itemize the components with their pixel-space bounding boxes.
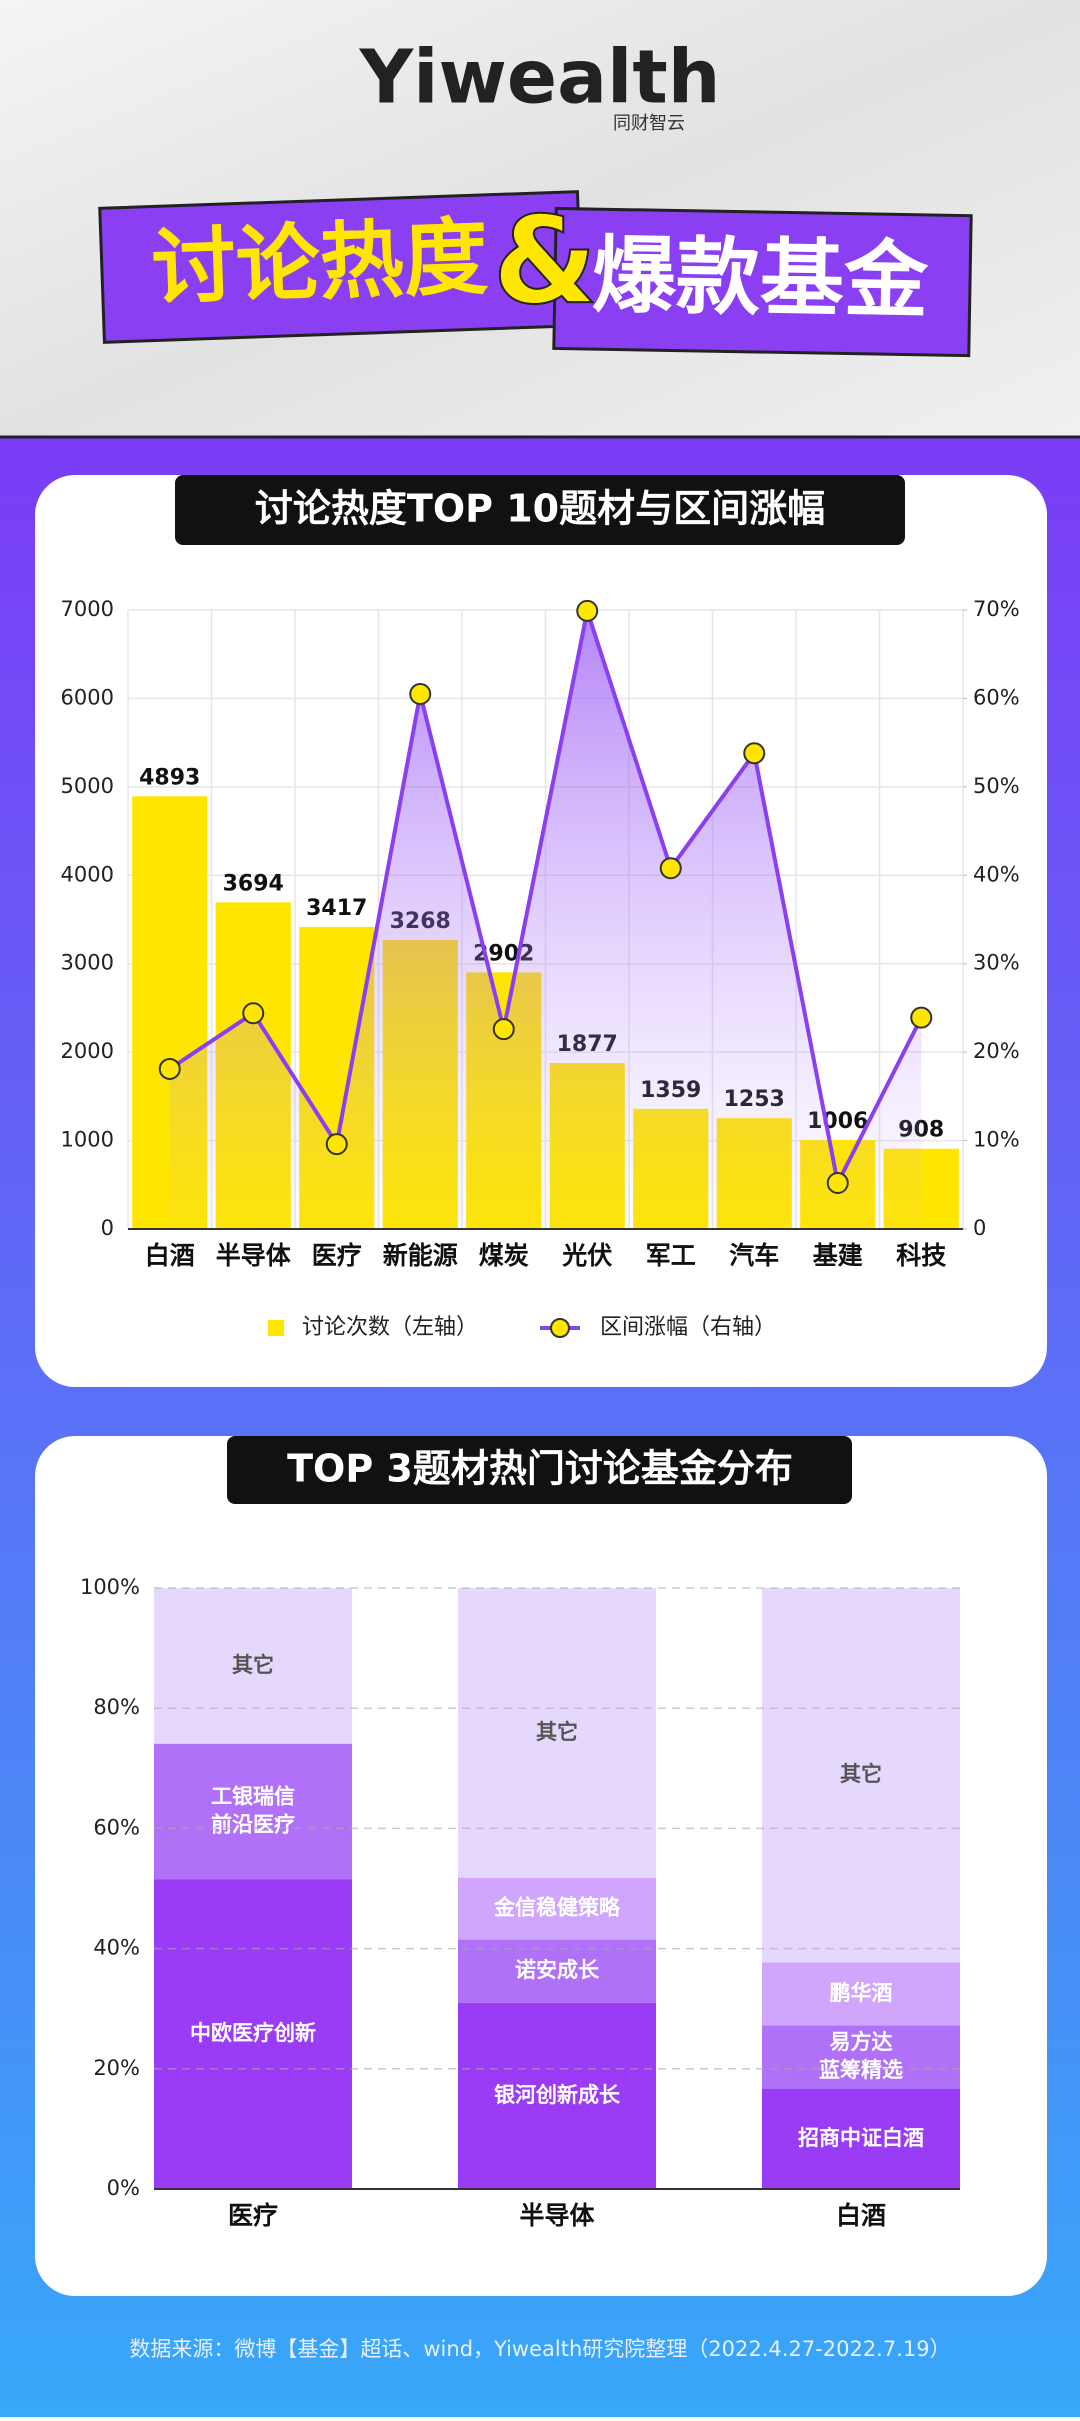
segment-label: 诺安成长	[515, 1958, 600, 1982]
y2-tick-label: 70%	[973, 597, 1020, 621]
banner-right: 爆款基金	[552, 206, 973, 358]
y-tick-label: 5000	[61, 774, 114, 798]
line-point	[242, 1002, 265, 1025]
legend-swatch	[268, 1320, 284, 1336]
bar-segment	[762, 1588, 960, 1963]
bar-segment	[458, 2002, 656, 2189]
y-tick-label: 0	[101, 1216, 114, 1240]
y-tick-label: 20%	[93, 2056, 140, 2080]
y-tick-label: 2000	[61, 1039, 114, 1063]
card-title-box	[227, 1436, 852, 1504]
y-tick-label: 4000	[61, 862, 114, 886]
bar-segment	[458, 1939, 656, 2003]
card-title-box	[175, 475, 905, 545]
y2-tick-label: 20%	[973, 1039, 1020, 1063]
y2-tick-label: 0	[973, 1216, 986, 1240]
legend-swatch	[550, 1318, 570, 1338]
y-tick-label: 6000	[61, 685, 114, 709]
x-tick-label: 军工	[646, 1241, 696, 1270]
line-point	[492, 1018, 515, 1041]
segment-label: 易方达	[830, 2030, 893, 2054]
x-tick-label: 白酒	[145, 1241, 195, 1270]
y-tick-label: 60%	[93, 1815, 140, 1839]
bar-segment	[762, 1962, 960, 2026]
segment-label: 蓝筹精选	[819, 2058, 903, 2082]
banner-text: 讨论热度	[150, 208, 489, 318]
y2-tick-label: 50%	[973, 774, 1020, 798]
line-point	[910, 1006, 933, 1029]
value-label: 4893	[139, 765, 200, 790]
value-label: 3694	[223, 871, 284, 896]
y-tick-label: 1000	[61, 1128, 114, 1152]
x-tick-label: 光伏	[561, 1241, 612, 1270]
legend-label: 讨论次数（左轴）	[302, 1315, 478, 1340]
x-tick-label: 半导体	[519, 2201, 595, 2230]
segment-label: 招商中证白酒	[798, 2126, 924, 2150]
y-tick-label: 7000	[61, 597, 114, 621]
y-tick-label: 100%	[80, 1575, 140, 1599]
y-tick-label: 80%	[93, 1695, 140, 1719]
line-point	[659, 857, 682, 880]
banner-left: 讨论热度	[98, 190, 584, 344]
line	[168, 608, 924, 1186]
segment-label: 金信稳健策略	[493, 1896, 621, 1920]
segment-label: 工银瑞信	[211, 1785, 295, 1809]
legend-label: 区间涨幅（右轴）	[600, 1315, 776, 1340]
line-point	[409, 683, 432, 706]
x-tick-label: 医疗	[312, 1241, 362, 1270]
banner-box	[552, 206, 973, 358]
segment-label: 其它	[840, 1762, 882, 1786]
bar-segment	[154, 1879, 352, 2189]
bar-segment	[458, 1877, 656, 1940]
y-tick-label: 3000	[61, 951, 114, 975]
value-label: 3417	[306, 896, 367, 921]
bar-segment	[762, 2025, 960, 2089]
x-tick-label: 煤炭	[479, 1241, 529, 1270]
segment-label: 前沿医疗	[211, 1813, 295, 1837]
y2-tick-label: 40%	[973, 862, 1020, 886]
x-tick-label: 白酒	[836, 2201, 886, 2230]
bar-segment	[458, 1588, 656, 1878]
x-tick-label: 基建	[813, 1241, 863, 1270]
x-tick-label: 科技	[896, 1241, 946, 1270]
segment-label: 其它	[232, 1653, 274, 1677]
line-point	[576, 599, 599, 622]
x-tick-label: 汽车	[729, 1241, 779, 1270]
logo: Yiwealth	[359, 35, 721, 121]
chart-title: TOP 3题材热门讨论基金分布	[287, 1447, 793, 1491]
x-tick-label: 医疗	[228, 2201, 278, 2230]
bar-segment	[154, 1588, 352, 1744]
banner-text: 爆款基金	[591, 226, 930, 330]
bar-segment	[154, 1743, 352, 1880]
y2-tick-label: 10%	[973, 1128, 1020, 1152]
y2-tick-label: 60%	[973, 685, 1020, 709]
bar-segment	[762, 2088, 960, 2189]
segment-label: 鹏华酒	[830, 1981, 893, 2005]
x-tick-label: 新能源	[383, 1241, 458, 1270]
logo-sub: 同财智云	[613, 113, 685, 134]
y-tick-label: 0%	[107, 2176, 140, 2200]
segment-label: 银河创新成长	[494, 2083, 621, 2107]
banner-amp: &	[493, 193, 598, 332]
chart-title: 讨论热度TOP 10题材与区间涨幅	[255, 487, 825, 531]
line-point	[158, 1057, 181, 1080]
x-tick-label: 半导体	[216, 1241, 292, 1270]
line-point	[743, 742, 766, 765]
y-tick-label: 40%	[93, 1936, 140, 1960]
source-note: 数据来源：微博【基金】超话、wind，Yiwealth研究院整理（2022.4.…	[129, 2337, 950, 2361]
line-point	[826, 1172, 849, 1195]
segment-label: 其它	[536, 1720, 578, 1744]
line-point	[325, 1133, 348, 1156]
y2-tick-label: 30%	[973, 951, 1020, 975]
line-area	[169, 610, 922, 1229]
segment-label: 中欧医疗创新	[190, 2021, 316, 2045]
